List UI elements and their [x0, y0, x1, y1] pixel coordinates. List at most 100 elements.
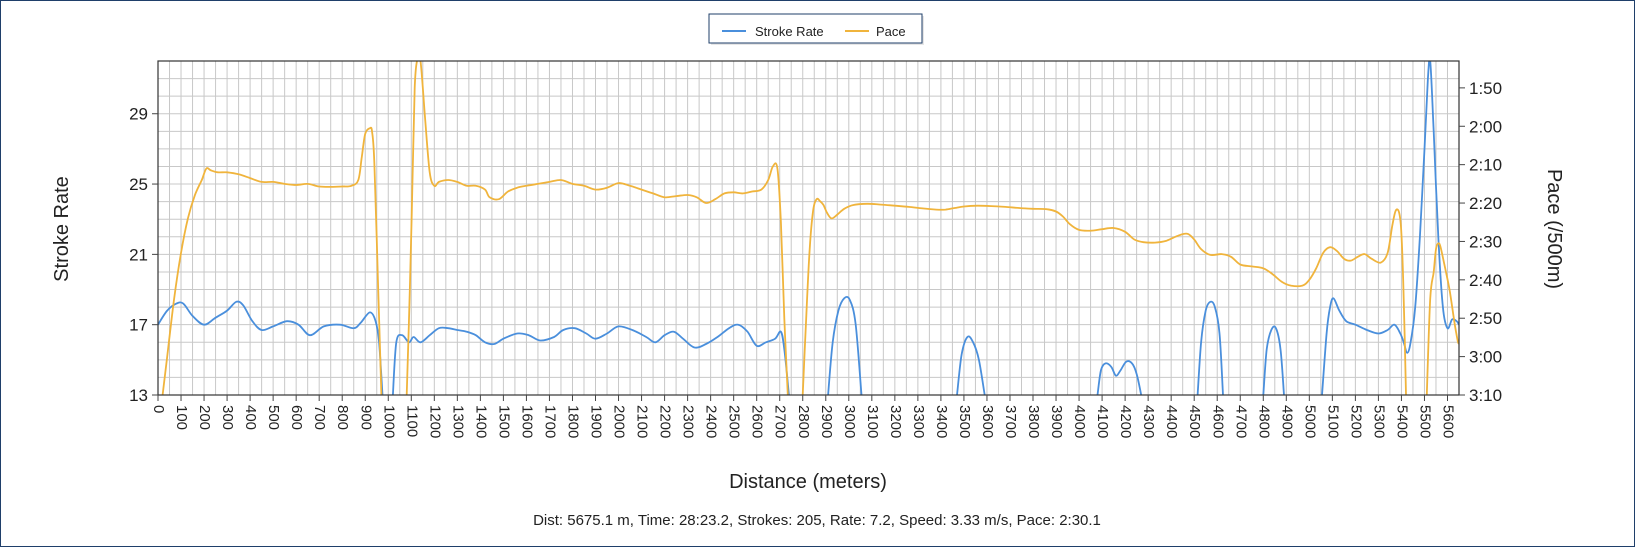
stroke-rate-line [158, 300, 384, 395]
series-layer [158, 61, 1459, 395]
x-tick-label: 4800 [1255, 405, 1272, 438]
y-axis-right: 1:50 2:00 2:10 2:20 2:30 2:40 2:50 3:00 3:10 [1459, 79, 1502, 405]
y-tick-label: 17 [129, 316, 148, 335]
stroke-rate-line [1262, 325, 1285, 395]
x-tick-label: 1700 [541, 405, 558, 438]
stroke-rate-line [1321, 61, 1459, 395]
x-tick-label: 2600 [749, 405, 766, 438]
x-tick-label: 1500 [495, 405, 512, 438]
x-tick-label: 4100 [1094, 405, 1111, 438]
x-tick-label: 1600 [518, 405, 535, 438]
y2-tick-label: 3:10 [1469, 386, 1502, 405]
x-tick-label: 2800 [795, 405, 812, 438]
x-tick-label: 5300 [1370, 405, 1387, 438]
x-tick-label: 1200 [426, 405, 443, 438]
x-tick-label: 1100 [403, 405, 420, 437]
x-tick-label: 2400 [703, 405, 720, 438]
x-tick-label: 4700 [1232, 405, 1249, 438]
summary-stats: Dist: 5675.1 m, Time: 28:23.2, Strokes: … [533, 512, 1101, 529]
x-tick-label: 3700 [1002, 405, 1019, 438]
x-tick-label: 3300 [910, 405, 927, 438]
x-tick-label: 1800 [565, 405, 582, 438]
legend-label-stroke-rate: Stroke Rate [755, 24, 824, 39]
y-tick-label: 29 [129, 105, 148, 124]
x-axis: 0 100 200 300 400 500 600 700 800 900 1000 1100 1200… [150, 395, 1457, 438]
stroke-rate-line [1096, 360, 1143, 395]
x-tick-label: 5200 [1347, 405, 1364, 438]
y-axis-left: 13 17 21 25 29 [129, 105, 158, 405]
x-tick-label: 800 [334, 405, 351, 430]
series-stroke-rate [158, 61, 1459, 395]
x-tick-label: 4600 [1209, 405, 1226, 438]
stroke-rate-line [956, 335, 986, 395]
y-tick-label: 21 [129, 245, 148, 264]
y2-tick-label: 3:00 [1469, 348, 1502, 367]
x-axis-title: Distance (meters) [729, 471, 887, 493]
pace-line [1425, 242, 1459, 395]
x-tick-label: 5400 [1393, 405, 1410, 438]
x-tick-label: 500 [265, 405, 282, 430]
plot-border [157, 60, 1460, 396]
y2-axis-title: Pace (/500m) [1543, 169, 1565, 289]
x-tick-label: 2000 [611, 405, 628, 438]
series-pace [161, 61, 1459, 395]
x-tick-label: 2100 [634, 405, 651, 438]
legend: Stroke Rate Pace [708, 13, 924, 45]
x-tick-label: 5000 [1301, 405, 1318, 438]
x-tick-label: 3200 [887, 405, 904, 438]
x-tick-label: 3600 [979, 405, 996, 438]
x-tick-label: 0 [150, 405, 167, 413]
x-tick-label: 600 [288, 405, 305, 430]
x-tick-label: 3500 [956, 405, 973, 438]
x-tick-label: 300 [219, 405, 236, 430]
x-tick-label: 4900 [1278, 405, 1295, 438]
x-tick-label: 5100 [1324, 405, 1341, 438]
x-tick-label: 1400 [472, 405, 489, 438]
x-tick-label: 1900 [588, 405, 605, 438]
x-tick-label: 4000 [1071, 405, 1088, 438]
pace-line [405, 61, 789, 395]
x-tick-label: 700 [311, 405, 328, 430]
y2-tick-label: 2:10 [1469, 156, 1502, 175]
pace-line [801, 197, 1407, 395]
stroke-rate-line [827, 296, 863, 395]
x-tick-label: 3900 [1048, 405, 1065, 438]
x-tick-label: 2300 [680, 405, 697, 438]
legend-label-pace: Pace [876, 24, 906, 39]
x-tick-label: 4400 [1163, 405, 1180, 438]
y-tick-label: 13 [129, 386, 148, 405]
legend-box [708, 13, 923, 44]
x-tick-label: 4500 [1186, 405, 1203, 438]
x-tick-label: 100 [173, 405, 190, 430]
x-tick-label: 2900 [818, 405, 835, 438]
stroke-rate-line [392, 323, 790, 395]
x-tick-label: 2200 [657, 405, 674, 438]
x-tick-label: 1300 [449, 405, 466, 438]
x-tick-label: 5500 [1416, 405, 1433, 438]
x-tick-label: 4200 [1117, 405, 1134, 438]
x-tick-label: 1000 [380, 405, 397, 438]
x-tick-label: 900 [357, 405, 374, 430]
x-tick-label: 2700 [772, 405, 789, 438]
y-axis-title: Stroke Rate [51, 176, 73, 282]
x-tick-label: 2500 [726, 405, 743, 438]
pace-line [161, 126, 383, 395]
x-tick-label: 3400 [933, 405, 950, 438]
x-tick-label: 4300 [1140, 405, 1157, 438]
y2-tick-label: 1:50 [1469, 79, 1502, 98]
stroke-rate-line [1196, 300, 1224, 395]
plot-area [158, 61, 1459, 395]
y2-tick-label: 2:00 [1469, 117, 1502, 136]
y2-tick-label: 2:50 [1469, 309, 1502, 328]
x-tick-label: 5600 [1440, 405, 1457, 438]
x-tick-label: 3000 [841, 405, 858, 438]
y2-tick-label: 2:20 [1469, 194, 1502, 213]
y2-tick-label: 2:40 [1469, 271, 1502, 290]
y-tick-label: 25 [129, 175, 148, 194]
x-tick-label: 400 [242, 405, 259, 430]
x-tick-label: 3100 [864, 405, 881, 438]
y2-tick-label: 2:30 [1469, 232, 1502, 251]
x-tick-label: 200 [196, 405, 213, 430]
x-tick-label: 3800 [1025, 405, 1042, 438]
